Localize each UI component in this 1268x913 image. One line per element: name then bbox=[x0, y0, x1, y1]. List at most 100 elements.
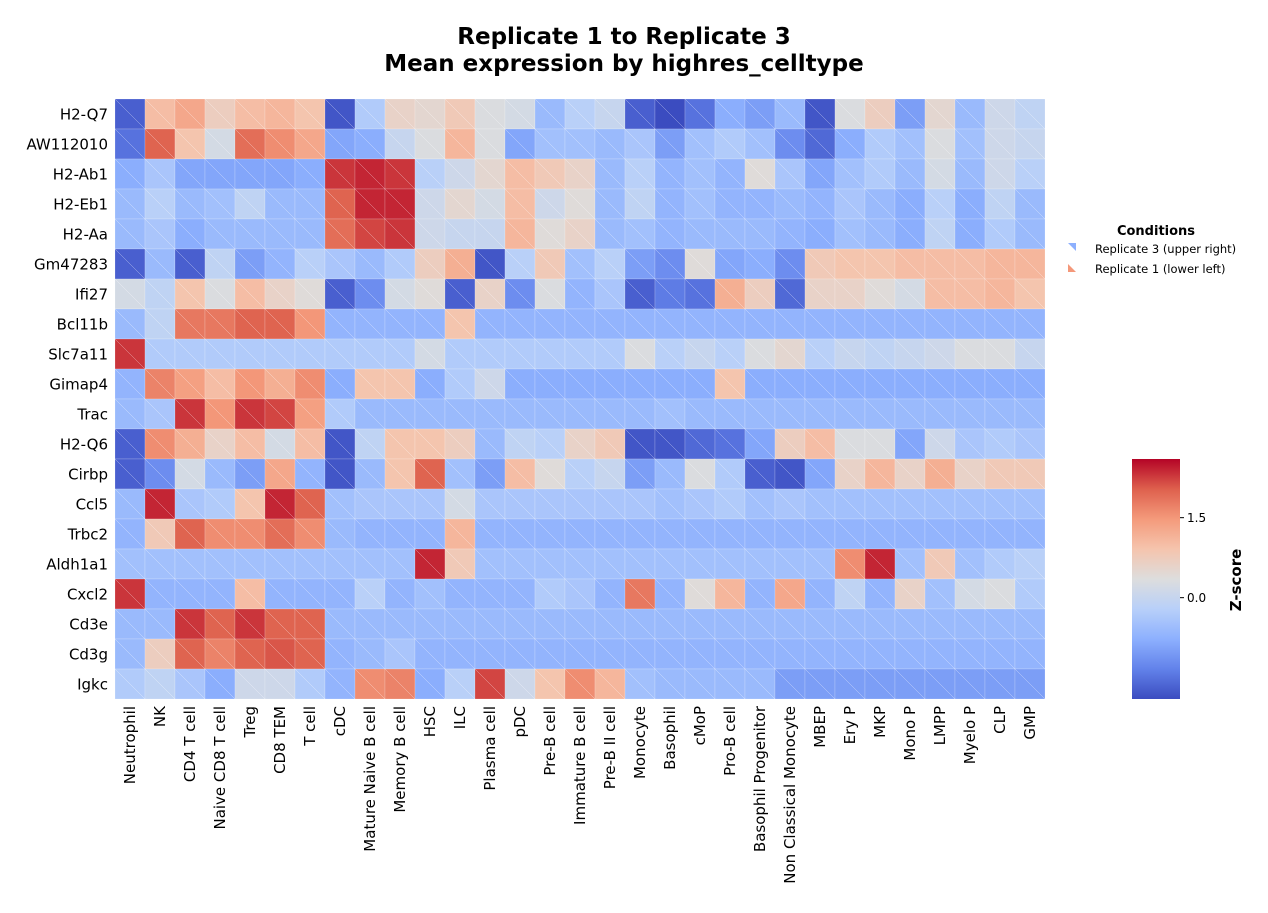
cell-replicate-1 bbox=[564, 668, 596, 700]
gene-label: H2-Q6 bbox=[60, 436, 108, 454]
gene-label: Cd3e bbox=[69, 616, 108, 634]
cell-type-label: Mature Naive B cell bbox=[361, 706, 379, 852]
legend-marker-replicate-1 bbox=[1068, 264, 1076, 272]
chart-title-line-1: Replicate 1 to Replicate 3 bbox=[457, 24, 791, 50]
cell-type-label: CD4 T cell bbox=[181, 706, 199, 782]
cell-replicate-1 bbox=[234, 668, 266, 700]
gene-label: Gimap4 bbox=[49, 376, 108, 394]
cell-replicate-1 bbox=[1014, 668, 1046, 700]
cell-type-label: Plasma cell bbox=[481, 706, 499, 791]
cell-type-label: Pro-B cell bbox=[721, 706, 739, 776]
cell-replicate-1 bbox=[654, 668, 686, 700]
cell-replicate-1 bbox=[954, 668, 986, 700]
colorbar-ticks: 1.5 0.0 bbox=[1180, 511, 1206, 605]
cell-type-label: Mono P bbox=[901, 706, 919, 761]
gene-label: Trbc2 bbox=[67, 526, 108, 544]
cell-replicate-1 bbox=[894, 668, 926, 700]
cell-replicate-1 bbox=[114, 668, 146, 700]
cell-replicate-1 bbox=[924, 668, 956, 700]
cell-type-label: Myelo P bbox=[961, 706, 979, 764]
gene-label: Ccl5 bbox=[76, 496, 108, 514]
cell-replicate-1 bbox=[294, 668, 326, 700]
cell-replicate-1 bbox=[744, 668, 776, 700]
legend-marker-replicate-3 bbox=[1068, 243, 1076, 251]
cell-type-label: LMPP bbox=[931, 706, 949, 745]
cell-type-label: CD8 TEM bbox=[271, 706, 289, 774]
gene-label: Bcl11b bbox=[57, 316, 108, 334]
cell-type-label: pDC bbox=[511, 706, 529, 738]
gene-label: AW112010 bbox=[26, 136, 108, 154]
cell-type-label: Neutrophil bbox=[121, 706, 139, 784]
cell-type-label: Pre-B cell bbox=[541, 706, 559, 776]
cell-replicate-1 bbox=[174, 668, 206, 700]
gene-label: Igkc bbox=[77, 676, 108, 694]
cell-replicate-1 bbox=[684, 668, 716, 700]
cell-replicate-1 bbox=[714, 668, 746, 700]
cell-replicate-1 bbox=[864, 668, 896, 700]
conditions-legend: Conditions Replicate 3 (upper right) Rep… bbox=[1068, 224, 1236, 276]
cell-type-label: Monocyte bbox=[631, 706, 649, 779]
cell-replicate-1 bbox=[984, 668, 1016, 700]
colorbar-gradient bbox=[1132, 459, 1180, 699]
gene-label: Aldh1a1 bbox=[46, 556, 108, 574]
cell-type-label: Basophil Progenitor bbox=[751, 705, 769, 852]
legend-title: Conditions bbox=[1117, 224, 1195, 239]
cell-replicate-1 bbox=[804, 668, 836, 700]
cell-replicate-1 bbox=[264, 668, 296, 700]
cell-type-label: ILC bbox=[451, 706, 469, 729]
cell-replicate-1 bbox=[324, 668, 356, 700]
cell-type-label: Non Classical Monocyte bbox=[781, 706, 799, 884]
cell-type-label: Basophil bbox=[661, 706, 679, 770]
chart-title: Replicate 1 to Replicate 3 Mean expressi… bbox=[0, 24, 1248, 78]
cell-type-label: Naive CD8 T cell bbox=[211, 706, 229, 830]
cell-replicate-1 bbox=[624, 668, 656, 700]
heatmap-cells bbox=[114, 98, 1046, 700]
cell-type-label: Ery P bbox=[841, 706, 859, 744]
gene-label: H2-Ab1 bbox=[53, 166, 108, 184]
cell-type-label: Treg bbox=[241, 706, 259, 739]
cell-replicate-1 bbox=[534, 668, 566, 700]
gene-label: Trac bbox=[76, 406, 108, 424]
gene-label: Gm47283 bbox=[34, 256, 108, 274]
cell-replicate-1 bbox=[384, 668, 416, 700]
cell-replicate-1 bbox=[414, 668, 446, 700]
legend-label-replicate-3: Replicate 3 (upper right) bbox=[1095, 242, 1236, 256]
cell-type-label: HSC bbox=[421, 706, 439, 737]
gene-label: Cxcl2 bbox=[67, 586, 108, 604]
cell-replicate-1 bbox=[504, 668, 536, 700]
cell-type-label: cMoP bbox=[691, 706, 709, 745]
cell-replicate-1 bbox=[354, 668, 386, 700]
colorbar-label: Z-score bbox=[1227, 549, 1245, 612]
gene-label: Cirbp bbox=[68, 466, 108, 484]
gene-label: Slc7a11 bbox=[48, 346, 108, 364]
cell-type-label: MKP bbox=[871, 706, 889, 738]
gene-label: Ifi27 bbox=[75, 286, 108, 304]
cell-type-label: Immature B cell bbox=[571, 706, 589, 825]
gene-label: H2-Aa bbox=[63, 226, 108, 244]
gene-labels: H2-Q7 AW112010 H2-Ab1 H2-Eb1 H2-Aa Gm47283 Ifi… bbox=[26, 106, 108, 694]
cell-type-label: CLP bbox=[991, 706, 1009, 734]
cell-replicate-1 bbox=[834, 668, 866, 700]
gene-label: H2-Eb1 bbox=[53, 196, 108, 214]
legend-label-replicate-1: Replicate 1 (lower left) bbox=[1095, 262, 1226, 276]
cell-type-labels: Neutrophil NK CD4 T cell Naive CD8 T cell Tr… bbox=[121, 705, 1039, 884]
cell-replicate-1 bbox=[594, 668, 626, 700]
gene-label: Cd3g bbox=[69, 646, 108, 664]
gene-label: H2-Q7 bbox=[60, 106, 108, 124]
cell-replicate-1 bbox=[204, 668, 236, 700]
cell-replicate-1 bbox=[774, 668, 806, 700]
cell-replicate-1 bbox=[474, 668, 506, 700]
cell-type-label: Memory B cell bbox=[391, 706, 409, 813]
cell-type-label: Pre-B II cell bbox=[601, 706, 619, 789]
chart-title-line-2: Mean expression by highres_celltype bbox=[384, 51, 864, 77]
cell-type-label: NK bbox=[151, 705, 169, 727]
cell-type-label: MBEP bbox=[811, 706, 829, 748]
cell-replicate-1 bbox=[444, 668, 476, 700]
colorbar-tick-label: 0.0 bbox=[1187, 591, 1206, 605]
cell-type-label: cDC bbox=[331, 706, 349, 736]
cell-replicate-1 bbox=[144, 668, 176, 700]
cell-type-label: T cell bbox=[301, 706, 319, 747]
cell-type-label: GMP bbox=[1021, 706, 1039, 740]
colorbar-tick-label: 1.5 bbox=[1187, 511, 1206, 525]
